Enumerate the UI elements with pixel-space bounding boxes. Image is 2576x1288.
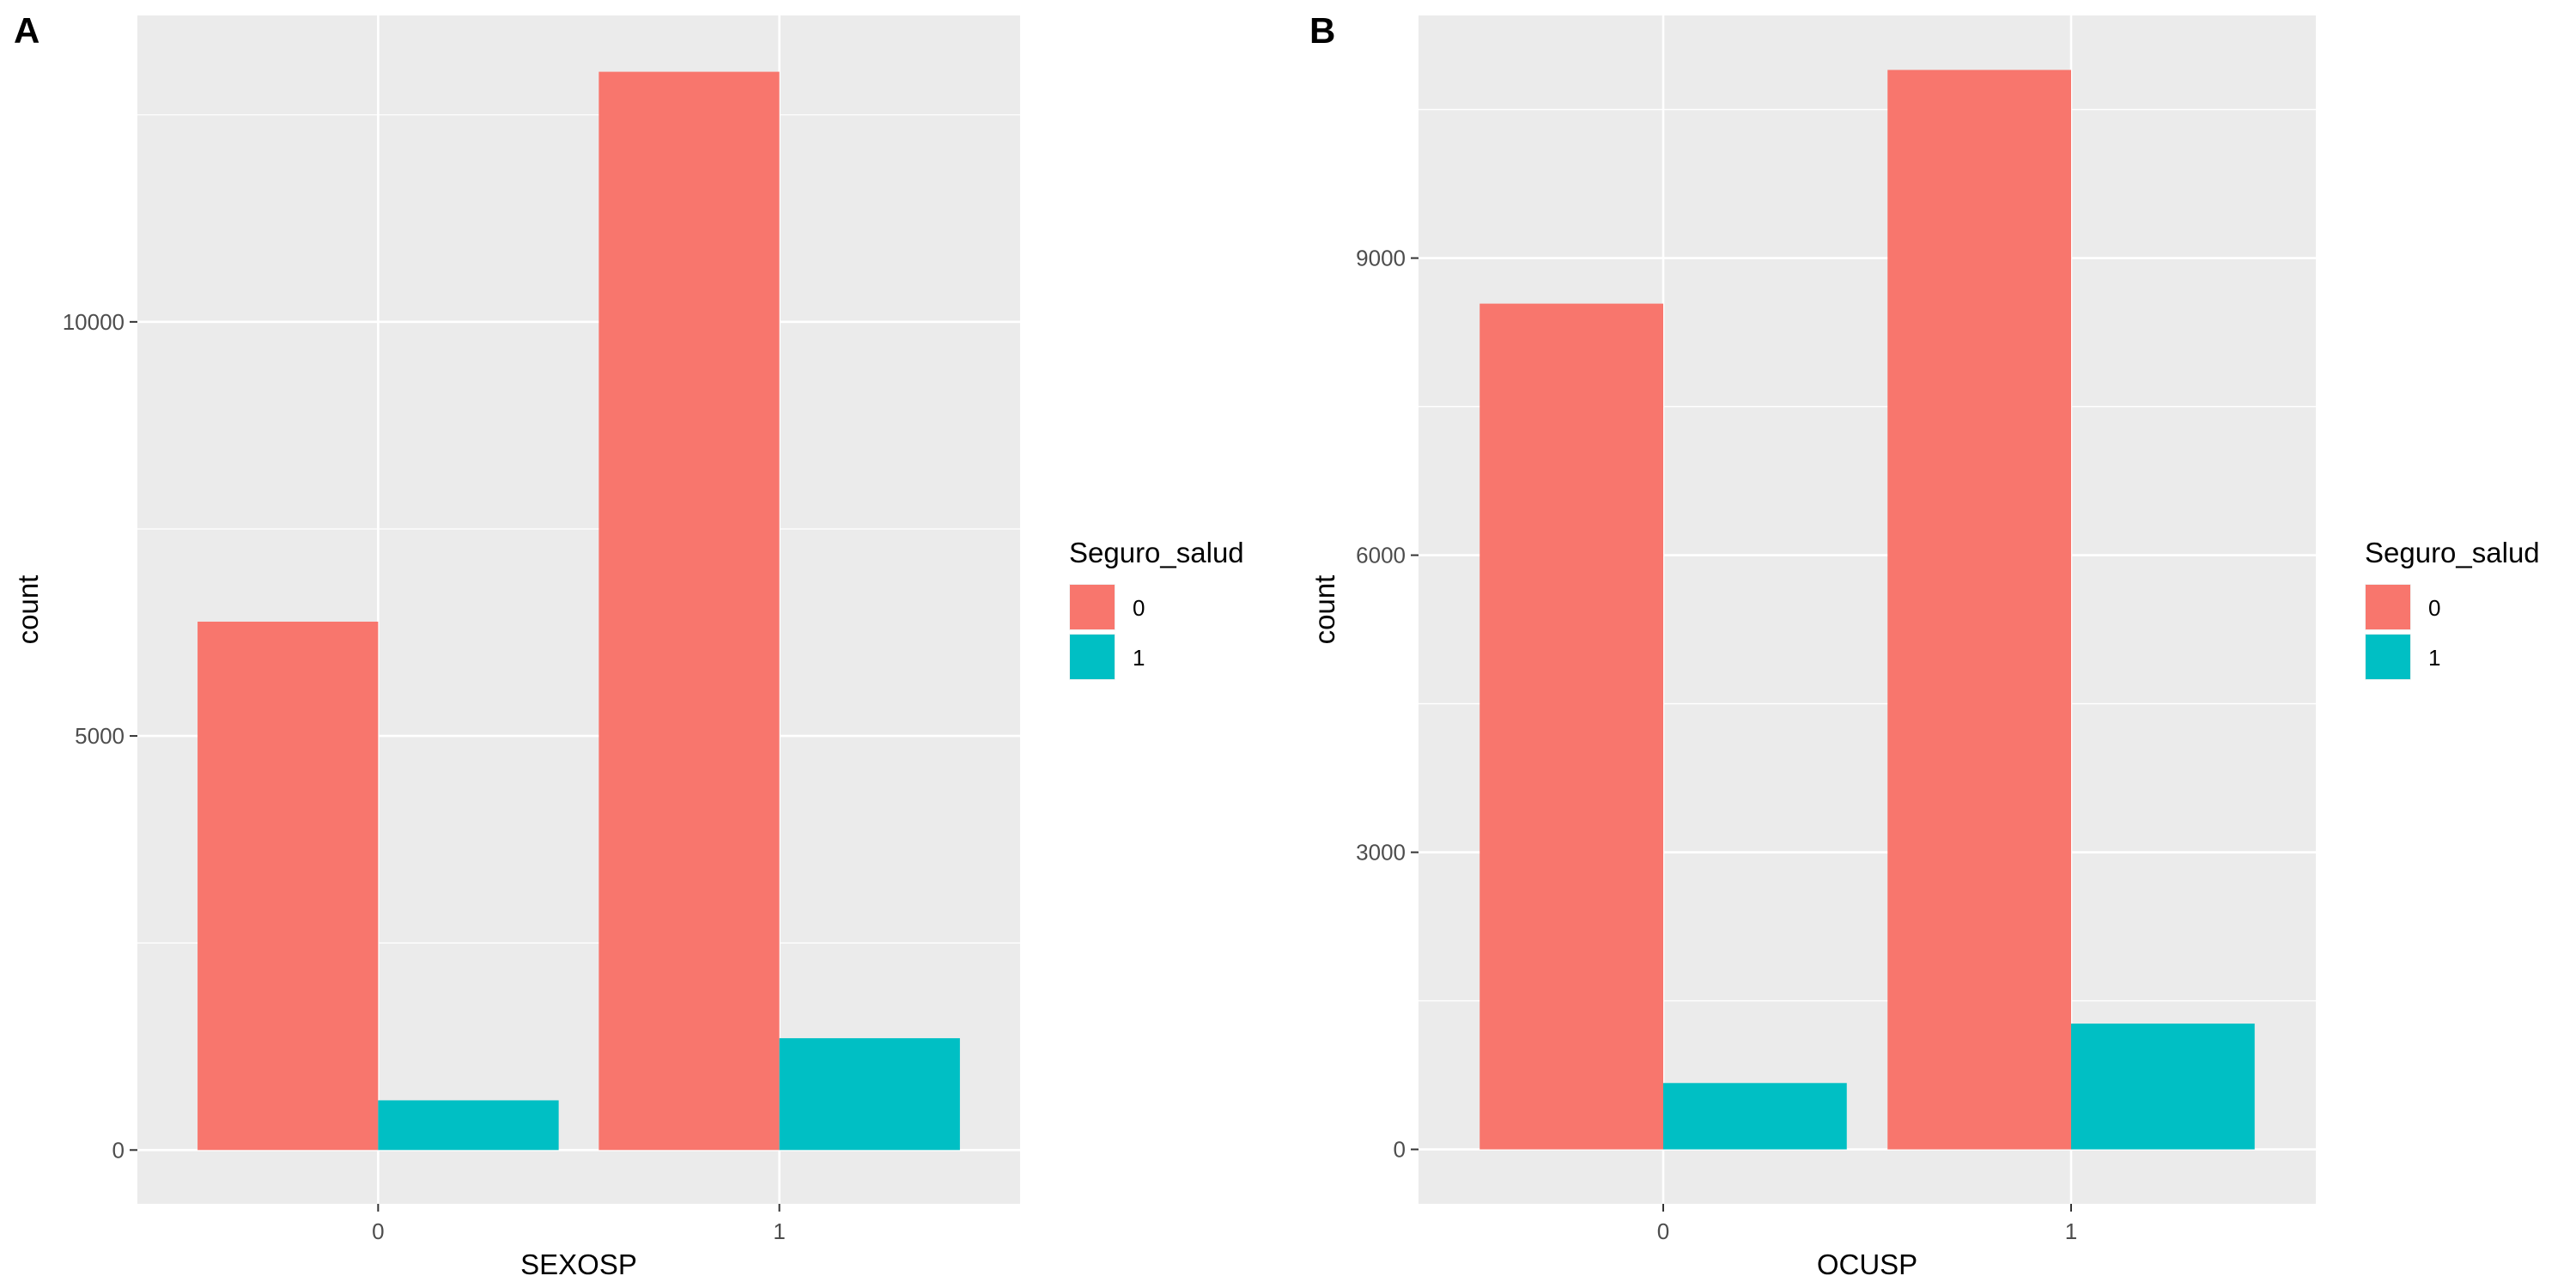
y-axis-title: count — [12, 575, 44, 645]
x-tick-label: 1 — [773, 1218, 785, 1244]
bar-seguro-1-cat-1 — [2071, 1024, 2255, 1150]
legend: Seguro_salud 0 1 — [1069, 537, 1244, 680]
legend-swatch-0 — [2366, 585, 2410, 629]
y-tick-label: 9000 — [1356, 246, 1406, 271]
legend-title: Seguro_salud — [2365, 537, 2540, 568]
legend-title: Seguro_salud — [1069, 537, 1244, 568]
chart-panel-b: B 0 3000 6000 9000 0 1 OCUSP count Seguro_salud 0 1 — [1309, 10, 2540, 1280]
x-tick-label: 1 — [2065, 1218, 2077, 1244]
x-tick-label: 0 — [1657, 1218, 1669, 1244]
bar-seguro-1-cat-1 — [779, 1038, 960, 1151]
bar-seguro-0-cat-1 — [1887, 70, 2071, 1150]
x-axis-title: OCUSP — [1817, 1249, 1917, 1280]
x-tick-label: 0 — [372, 1218, 384, 1244]
legend-label: 0 — [2428, 595, 2440, 621]
legend-swatch-1 — [2366, 635, 2410, 679]
bar-seguro-0-cat-0 — [1479, 303, 1663, 1150]
panel-label: B — [1309, 10, 1335, 51]
bar-seguro-0-cat-1 — [598, 71, 780, 1151]
panel-label: A — [14, 10, 39, 51]
y-axis-title: count — [1309, 575, 1340, 645]
y-tick-label: 0 — [1394, 1137, 1406, 1163]
legend-label: 0 — [1133, 595, 1145, 621]
y-tick-label: 5000 — [75, 723, 125, 749]
legend-label: 1 — [1133, 645, 1145, 671]
bar-seguro-1-cat-0 — [1663, 1083, 1847, 1150]
y-tick-label: 0 — [112, 1137, 125, 1163]
chart-panel-a: A 0 5000 10000 0 1 SEXOSP count Seguro_salud 0 1 — [12, 10, 1244, 1280]
x-axis-title: SEXOSP — [520, 1249, 637, 1280]
legend-label: 1 — [2428, 645, 2440, 671]
bar-seguro-1-cat-0 — [378, 1100, 559, 1151]
y-tick-label: 3000 — [1356, 840, 1406, 866]
y-tick-label: 6000 — [1356, 543, 1406, 568]
legend-swatch-0 — [1070, 585, 1115, 629]
legend: Seguro_salud 0 1 — [2365, 537, 2540, 680]
legend-swatch-1 — [1070, 635, 1115, 679]
bar-seguro-0-cat-0 — [197, 621, 379, 1151]
y-tick-label: 10000 — [63, 309, 125, 335]
